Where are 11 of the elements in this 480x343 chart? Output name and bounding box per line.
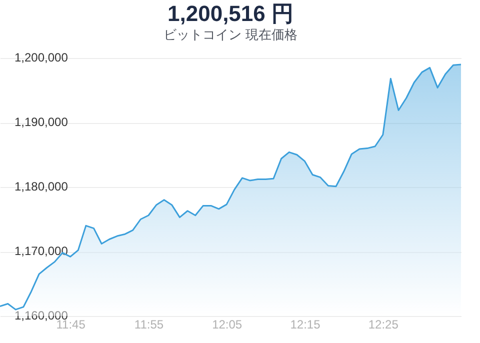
x-tick-label: 11:55 xyxy=(134,318,164,332)
x-tick-label: 12:25 xyxy=(368,318,399,332)
y-tick-label: 1,170,000 xyxy=(14,244,68,258)
chart-subtitle: ビットコイン 現在価格 xyxy=(163,28,298,43)
y-tick-label: 1,160,000 xyxy=(14,308,68,322)
chart-title: 1,200,516 円 xyxy=(168,1,294,26)
x-tick-label: 12:05 xyxy=(212,318,242,332)
y-tick-label: 1,200,000 xyxy=(14,50,68,64)
y-tick-label: 1,180,000 xyxy=(14,180,68,194)
x-tick-label: 12:15 xyxy=(290,318,321,332)
y-tick-label: 1,190,000 xyxy=(14,115,68,129)
